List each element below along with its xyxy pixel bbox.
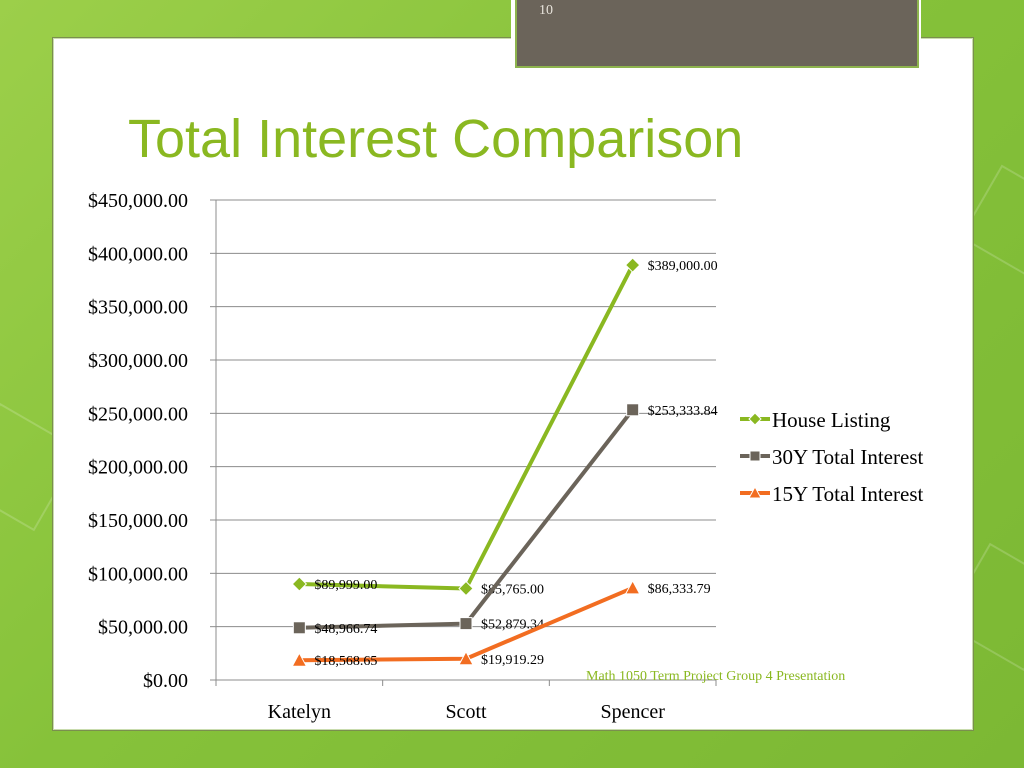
y-tick-label: $250,000.00 <box>88 403 188 425</box>
legend-label: House Listing <box>772 408 891 432</box>
gridlines <box>216 199 716 628</box>
legend: House Listing 30Y Total Interest 15Y Total… <box>740 408 923 506</box>
series-house-listing: $89,999.00 $85,765.00$389,000.00 <box>291 257 718 598</box>
square-marker <box>749 450 761 462</box>
data-label: $253,333.84 <box>648 404 718 419</box>
triangle-marker <box>458 650 474 666</box>
slide-footer: Math 1050 Term Project Group 4 Presentat… <box>586 669 846 684</box>
y-tick-label: $300,000.00 <box>88 350 188 372</box>
square-marker <box>292 621 306 635</box>
x-tick-label: Scott <box>445 701 487 723</box>
slide <box>52 37 974 731</box>
y-axis-tick-labels: $0.00 $50,000.00 $100,000.00 $150,000.00 $20… <box>88 190 188 692</box>
legend-item: House Listing <box>740 408 891 432</box>
y-tick-label: $0.00 <box>143 670 188 692</box>
data-label: $86,333.79 <box>648 582 711 597</box>
data-label: $89,999.00 <box>314 578 377 593</box>
series-15y-total-interest: $18,568.65 $19,919.29 $86,333.79 <box>291 579 711 669</box>
triangle-marker <box>624 579 641 595</box>
diamond-marker <box>624 257 641 273</box>
square-marker <box>626 403 640 417</box>
y-tick-label: $200,000.00 <box>88 457 188 479</box>
y-tick-label: $350,000.00 <box>88 297 188 319</box>
data-label: $18,568.65 <box>314 654 377 669</box>
square-marker <box>459 617 473 631</box>
y-tick-label: $450,000.00 <box>88 190 188 212</box>
data-label: $389,000.00 <box>648 259 718 274</box>
y-tick-label: $100,000.00 <box>88 563 188 585</box>
diamond-marker <box>291 576 308 592</box>
triangle-marker <box>748 485 762 499</box>
legend-label: 15Y Total Interest <box>772 482 923 506</box>
x-tick-label: Spencer <box>600 701 665 723</box>
page-number-box: 10 <box>511 0 921 74</box>
legend-label: 30Y Total Interest <box>772 445 923 469</box>
x-axis-tick-labels: Katelyn Scott Spencer <box>268 701 666 723</box>
legend-item: 15Y Total Interest <box>740 482 923 506</box>
axes <box>210 199 717 686</box>
series-line <box>299 264 635 591</box>
legend-item: 30Y Total Interest <box>740 445 923 469</box>
y-tick-label: $50,000.00 <box>98 617 188 639</box>
data-label: $19,919.29 <box>481 653 544 668</box>
series-group: $89,999.00 $85,765.00$389,000.00$48,966.7… <box>291 257 718 669</box>
y-tick-label: $400,000.00 <box>88 243 188 265</box>
data-label: $52,879.34 <box>481 618 544 633</box>
triangle-marker <box>291 652 308 667</box>
page-number-panel: 10 <box>515 0 919 68</box>
diamond-marker <box>748 412 762 426</box>
y-tick-label: $150,000.00 <box>88 510 188 532</box>
series-30y-total-interest: $48,966.74 $52,879.34 $253,333.84 <box>292 403 718 637</box>
diamond-marker <box>458 580 474 597</box>
x-tick-label: Katelyn <box>268 701 331 723</box>
slide-title: Total Interest Comparison <box>128 109 744 169</box>
page-number: 10 <box>539 3 553 18</box>
data-label: $48,966.74 <box>314 622 377 637</box>
